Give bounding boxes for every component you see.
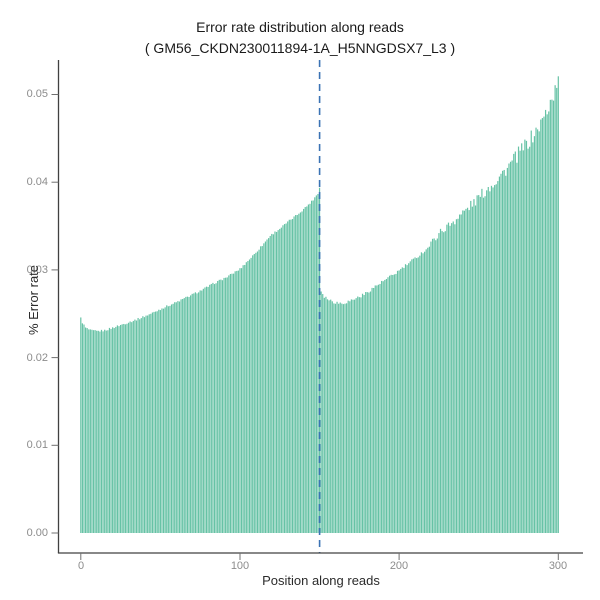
ytick-label-0.01: 0.01 [26, 439, 48, 451]
chart-subtitle: ( GM56_CKDN230011894-1A_H5NNGDSX7_L3 ) [144, 40, 456, 56]
chart-title: Error rate distribution along reads [196, 19, 404, 35]
error-rate-bars [80, 76, 559, 534]
y-axis-title: % Error rate [26, 264, 41, 336]
xtick-label-300: 300 [548, 560, 568, 572]
ytick-label-0.02: 0.02 [26, 352, 48, 364]
ytick-label-0.05: 0.05 [26, 88, 48, 100]
xtick-label-0: 0 [77, 560, 85, 572]
x-axis-title: Position along reads [262, 573, 380, 588]
ytick-label-0.03: 0.03 [26, 264, 48, 276]
xtick-label-200: 200 [389, 560, 409, 572]
xtick-label-100: 100 [230, 560, 250, 572]
ytick-label-0.04: 0.04 [26, 176, 48, 188]
ytick-label-0.00: 0.00 [26, 527, 48, 539]
